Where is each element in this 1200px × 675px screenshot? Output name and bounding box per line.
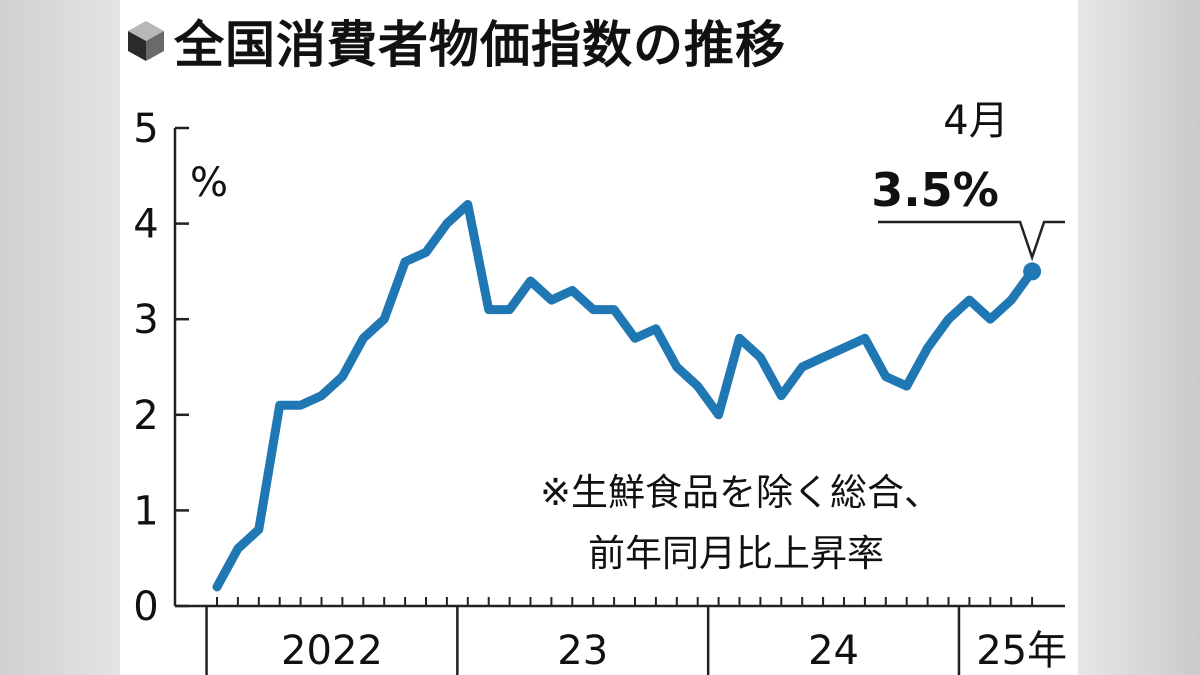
chart-axes (173, 126, 1065, 675)
y-tick-label: 2 (133, 393, 158, 439)
title-row: 全国消費者物価指数の推移 (126, 6, 786, 76)
x-axis-label: 2022 (281, 628, 383, 674)
cube-icon (128, 21, 164, 61)
x-axis-label: 23 (557, 628, 608, 674)
y-tick-label: 4 (133, 202, 158, 248)
background-left (0, 0, 120, 675)
x-axis-labels: 2022 23 24 25年 (281, 628, 1067, 674)
y-tick-labels: 0 1 2 3 4 5 (133, 106, 158, 630)
last-data-point (1023, 262, 1042, 281)
y-tick-label: 5 (133, 106, 158, 152)
series-line (212, 200, 1037, 592)
y-tick-label: 1 (133, 488, 158, 534)
annotation-value: 3.5% (871, 163, 999, 217)
y-tick-label: 3 (133, 297, 158, 343)
x-axis-label: 25年 (976, 628, 1067, 674)
annotation-month: 4月 (943, 98, 1008, 144)
page-title: 全国消費者物価指数の推移 (174, 16, 786, 74)
note-line-2: 前年同月比上昇率 (588, 532, 884, 575)
callout-pointer (878, 220, 1065, 262)
y-axis-unit: % (190, 160, 228, 206)
x-axis-label: 24 (808, 628, 859, 674)
background-right (1078, 0, 1200, 675)
note-line-1: ※生鮮食品を除く総合、 (540, 471, 941, 514)
y-tick-label: 0 (133, 584, 158, 630)
callout (878, 220, 1065, 262)
